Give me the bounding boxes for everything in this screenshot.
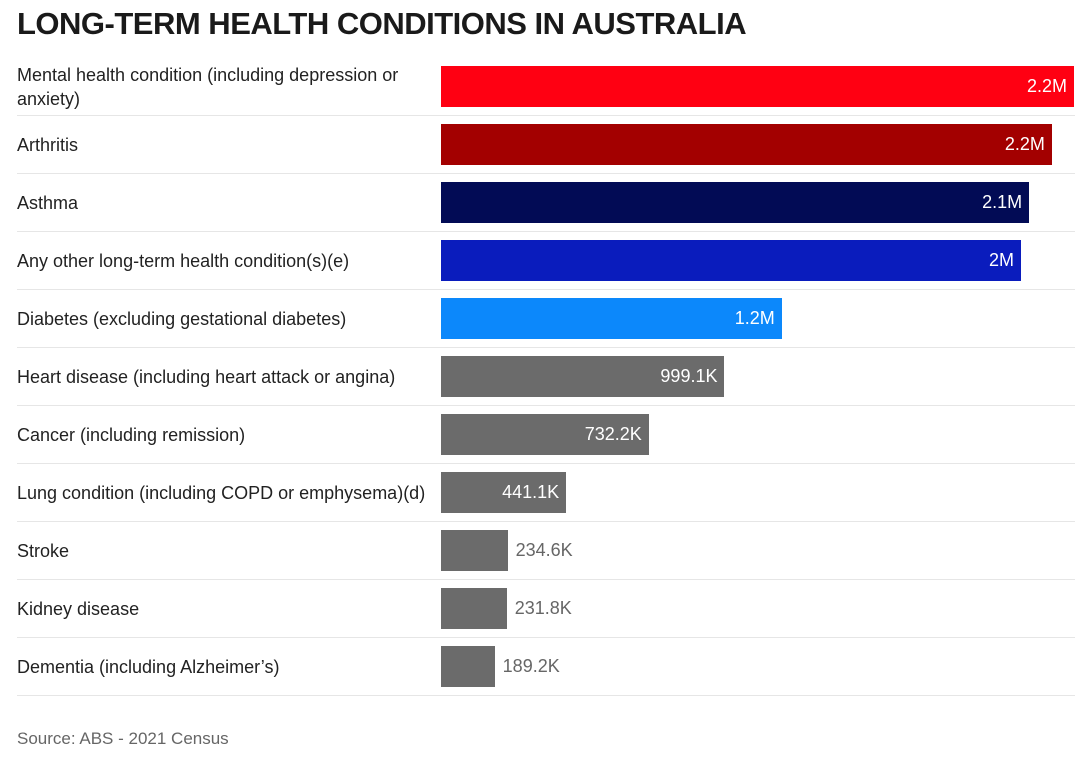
category-label: Cancer (including remission)	[17, 424, 246, 445]
bar-area: 234.6K	[441, 530, 1075, 571]
bar	[441, 472, 567, 513]
bar	[441, 530, 508, 571]
row: Mental health condition (including depre…	[17, 58, 1075, 116]
value-label: 189.2K	[502, 656, 560, 676]
bar	[441, 66, 1074, 107]
value-label: 2.2M	[1026, 76, 1067, 96]
category-label: Kidney disease	[17, 598, 140, 619]
bar	[441, 240, 1021, 281]
bar-area: 441.1K	[441, 472, 1075, 513]
bar-area: 189.2K	[441, 646, 1075, 687]
value-label: 732.2K	[584, 424, 642, 444]
category-label: Arthritis	[17, 134, 79, 155]
category-label: Heart disease (including heart attack or…	[17, 366, 396, 387]
category-label: Diabetes (excluding gestational diabetes…	[17, 308, 347, 329]
bar-area: 999.1K	[441, 356, 1075, 397]
value-label: 1.2M	[734, 308, 775, 328]
category-label: Any other long-term health condition(s)(…	[17, 250, 350, 271]
value-label: 2.1M	[982, 192, 1023, 212]
category-label: Mental health condition (including depre…	[17, 64, 399, 109]
row: Arthritis 2.2M	[17, 116, 1075, 174]
row: Diabetes (excluding gestational diabetes…	[17, 290, 1075, 348]
row: Dementia (including Alzheimer’s) 189.2K	[17, 638, 1075, 696]
value-label: 2M	[988, 250, 1014, 270]
row: Asthma 2.1M	[17, 174, 1075, 232]
source: Source: ABS - 2021 Census	[17, 729, 229, 748]
bar-area: 2M	[441, 240, 1075, 281]
chart: Mental health condition (including depre…	[17, 58, 1075, 696]
value-label: 2.2M	[1004, 134, 1045, 154]
value-label: 234.6K	[515, 540, 573, 560]
bar	[441, 182, 1030, 223]
bar-area: 2.2M	[441, 66, 1075, 107]
bar	[441, 646, 495, 687]
category-label: Stroke	[17, 540, 70, 561]
bar-area: 1.2M	[441, 298, 1075, 339]
row: Kidney disease 231.8K	[17, 580, 1075, 638]
bar-area: 231.8K	[441, 588, 1075, 629]
bar-area: 2.1M	[441, 182, 1075, 223]
bar	[441, 356, 725, 397]
bar-area: 2.2M	[441, 124, 1075, 165]
row: Lung condition (including COPD or emphys…	[17, 464, 1075, 522]
category-label: Asthma	[17, 192, 79, 213]
bar	[441, 298, 782, 339]
chart-title: LONG-TERM HEALTH CONDITIONS IN AUSTRALIA	[17, 6, 747, 41]
category-label: Dementia (including Alzheimer’s)	[17, 656, 280, 677]
row: Any other long-term health condition(s)(…	[17, 232, 1075, 290]
value-label: 231.8K	[514, 598, 572, 618]
bar	[441, 124, 1052, 165]
row: Heart disease (including heart attack or…	[17, 348, 1075, 406]
bar-area: 732.2K	[441, 414, 1075, 455]
value-label: 999.1K	[660, 366, 718, 386]
row: Stroke 234.6K	[17, 522, 1075, 580]
bar	[441, 414, 649, 455]
row: Cancer (including remission) 732.2K	[17, 406, 1075, 464]
bar	[441, 588, 507, 629]
category-label: Lung condition (including COPD or emphys…	[17, 482, 426, 503]
value-label: 441.1K	[502, 482, 560, 502]
